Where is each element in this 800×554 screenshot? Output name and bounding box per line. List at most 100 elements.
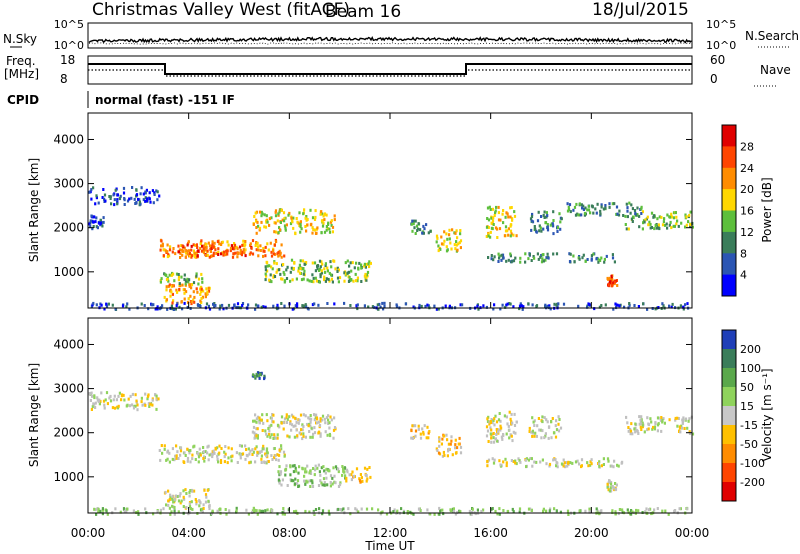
- echo-cell: [656, 217, 659, 221]
- echo-cell: [169, 512, 172, 516]
- echo-cell: [123, 508, 126, 512]
- echo-cell: [276, 512, 279, 516]
- echo-cell: [445, 232, 448, 236]
- echo-cell: [661, 223, 665, 227]
- echo-cell: [639, 425, 642, 429]
- echo-cell: [531, 416, 534, 420]
- echo-cell: [642, 221, 645, 225]
- echo-cell: [639, 422, 642, 426]
- echo-cell: [114, 188, 117, 192]
- echo-cell: [295, 420, 298, 424]
- echo-cell: [311, 216, 315, 220]
- echo-cell: [562, 464, 565, 468]
- colorbar-swatch: [722, 406, 736, 426]
- echo-cell: [589, 460, 592, 464]
- range-tick-label: 4000: [53, 337, 84, 351]
- echo-cell: [142, 192, 145, 196]
- echo-cell: [104, 199, 107, 203]
- echo-cell: [682, 307, 685, 311]
- echo-cell: [283, 224, 287, 228]
- echo-cell: [230, 447, 233, 451]
- echo-cell: [581, 256, 584, 260]
- echo-cell: [278, 226, 281, 230]
- echo-cell: [299, 222, 302, 226]
- echo-cell: [357, 267, 360, 271]
- echo-cell: [366, 477, 369, 481]
- echo-cell: [590, 458, 593, 462]
- echo-cell: [604, 206, 607, 210]
- echo-cell: [239, 249, 242, 252]
- echo-cell: [200, 297, 203, 300]
- echo-cell: [170, 304, 173, 308]
- echo-cell: [553, 302, 556, 306]
- echo-cell: [611, 484, 614, 488]
- echo-cell: [423, 424, 426, 428]
- echo-cell: [249, 460, 252, 464]
- freq-label-line2: [MHz]: [4, 67, 39, 81]
- echo-cell: [289, 270, 292, 274]
- echo-cell: [243, 251, 246, 255]
- echo-cell: [452, 509, 456, 513]
- echo-cell: [184, 488, 187, 492]
- echo-cell: [580, 203, 583, 207]
- echo-cell: [283, 280, 286, 284]
- echo-cell: [554, 458, 557, 462]
- echo-cell: [342, 467, 345, 471]
- echo-cell: [109, 394, 112, 398]
- echo-cell: [254, 447, 257, 451]
- echo-cell: [524, 458, 527, 462]
- echo-cell: [254, 211, 257, 215]
- echo-cell: [261, 212, 264, 216]
- echo-cell: [677, 224, 680, 228]
- echo-cell: [317, 431, 320, 435]
- echo-cell: [328, 432, 331, 436]
- echo-cell: [97, 201, 100, 205]
- echo-cell: [450, 435, 453, 439]
- echo-cell: [111, 303, 114, 307]
- echo-cell: [524, 252, 527, 256]
- echo-cell: [278, 453, 281, 457]
- range-tick-label: 4000: [53, 132, 84, 146]
- echo-cell: [270, 423, 273, 427]
- echo-cell: [541, 415, 544, 419]
- echo-cell: [211, 243, 214, 247]
- echo-cell: [253, 510, 256, 514]
- echo-cell: [452, 507, 455, 511]
- echo-cell: [300, 267, 303, 271]
- echo-cell: [502, 509, 505, 512]
- echo-cell: [533, 424, 536, 427]
- echo-cell: [275, 270, 278, 274]
- echo-cell: [550, 436, 553, 440]
- echo-cell: [281, 478, 284, 482]
- velocity-heatmap: [88, 371, 695, 516]
- freq-tick-bottom: 8: [60, 72, 68, 86]
- echo-cell: [449, 442, 452, 446]
- echo-cell: [214, 446, 217, 450]
- echo-cell: [439, 247, 442, 251]
- echo-cell: [271, 413, 274, 416]
- time-axis-label: Time UT: [364, 539, 415, 553]
- time-tick-label: 08:00: [272, 526, 307, 540]
- echo-cell: [179, 449, 183, 453]
- echo-cell: [456, 446, 459, 450]
- echo-cell: [310, 417, 313, 421]
- date-label: 18/Jul/2015: [592, 0, 689, 20]
- echo-cell: [122, 191, 126, 195]
- echo-cell: [618, 304, 621, 308]
- echo-cell: [195, 243, 198, 247]
- echo-cell: [614, 302, 617, 306]
- echo-cell: [268, 217, 271, 221]
- echo-cell: [173, 307, 176, 311]
- echo-cell: [662, 220, 665, 224]
- echo-cell: [328, 227, 331, 231]
- echo-cell: [128, 197, 131, 201]
- echo-cell: [302, 304, 305, 308]
- echo-cell: [589, 211, 592, 215]
- echo-cell: [638, 214, 641, 218]
- echo-cell: [684, 213, 687, 217]
- echo-cell: [299, 267, 302, 271]
- echo-cell: [105, 302, 108, 306]
- echo-cell: [546, 214, 549, 217]
- echo-cell: [227, 303, 231, 307]
- echo-cell: [533, 419, 536, 423]
